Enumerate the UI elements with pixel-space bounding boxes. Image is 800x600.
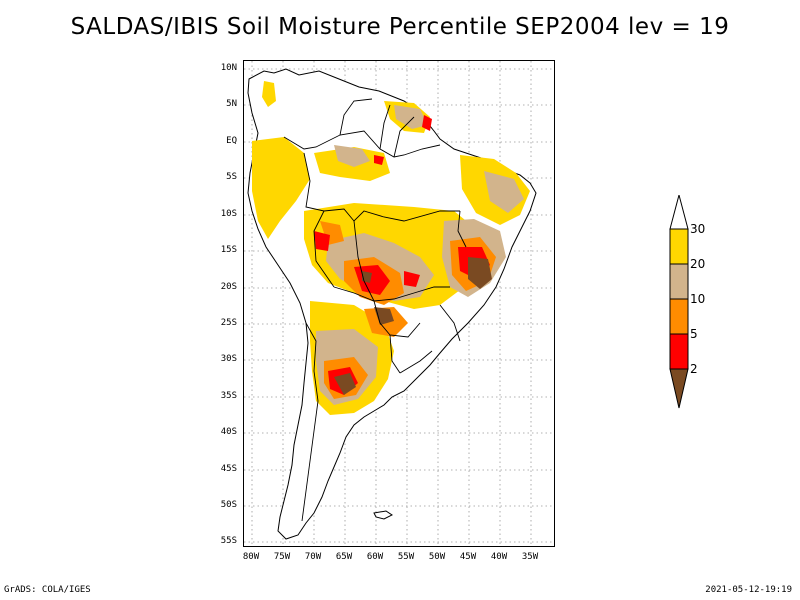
lat-label-45s: 45S: [220, 464, 237, 474]
lon-label-35w: 35W: [521, 552, 539, 562]
colorbar-2-5: [669, 333, 689, 370]
colorbar-label-20: 20: [690, 257, 706, 271]
lat-label-10n: 10N: [220, 63, 237, 73]
colorbar-label-2: 2: [690, 362, 698, 376]
colorbar-below-2: [669, 368, 689, 409]
lon-label-45w: 45W: [459, 552, 477, 562]
colorbar-20-30: [669, 228, 689, 265]
lat-label-25s: 25S: [220, 318, 237, 328]
lat-label-15s: 15S: [220, 245, 237, 255]
lat-label-5n: 5N: [226, 99, 237, 109]
falkland-islands: [373, 510, 393, 520]
colorbar-label-30: 30: [690, 222, 706, 236]
lon-label-75w: 75W: [273, 552, 291, 562]
lat-label-35s: 35S: [220, 391, 237, 401]
lat-label-55s: 55S: [220, 536, 237, 546]
colorbar-10-20: [669, 263, 689, 300]
lon-label-60w: 60W: [366, 552, 384, 562]
colorbar-above-30: [669, 195, 689, 230]
lon-label-65w: 65W: [335, 552, 353, 562]
lat-label-eq: EQ: [226, 136, 237, 146]
lat-label-40s: 40S: [220, 427, 237, 437]
country-borders: [283, 98, 467, 522]
map-title: SALDAS/IBIS Soil Moisture Percentile SEP…: [70, 14, 730, 40]
map-panel: [243, 60, 555, 547]
lon-label-40w: 40W: [490, 552, 508, 562]
lat-label-50s: 50S: [220, 500, 237, 510]
lat-label-20s: 20S: [220, 282, 237, 292]
south-america-outline: [247, 68, 537, 540]
lon-label-70w: 70W: [304, 552, 322, 562]
shading-below-2: [334, 257, 492, 395]
colorbar-label-5: 5: [690, 327, 698, 341]
lon-label-80w: 80W: [242, 552, 260, 562]
colorbar-5-10: [669, 298, 689, 335]
lat-label-30s: 30S: [220, 354, 237, 364]
footer-timestamp: 2021-05-12-19:19: [705, 585, 792, 595]
lat-label-10s: 10S: [220, 209, 237, 219]
lon-label-55w: 55W: [397, 552, 415, 562]
lon-label-50w: 50W: [428, 552, 446, 562]
colorbar-label-10: 10: [690, 292, 706, 306]
soil-moisture-map: [244, 61, 554, 546]
footer-credit: GrADS: COLA/IGES: [4, 585, 91, 595]
lat-label-5s: 5S: [226, 172, 237, 182]
colorbar: [669, 195, 689, 409]
